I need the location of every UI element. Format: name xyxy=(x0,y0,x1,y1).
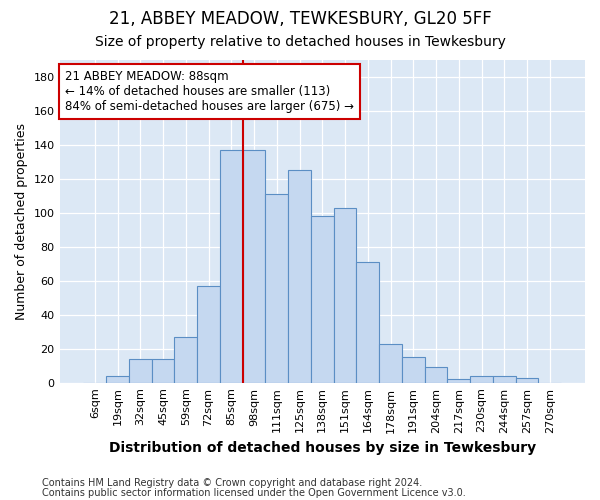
Bar xyxy=(515,378,538,382)
Bar xyxy=(334,208,356,382)
Bar xyxy=(493,376,515,382)
Bar xyxy=(288,170,311,382)
Bar xyxy=(356,262,379,382)
Y-axis label: Number of detached properties: Number of detached properties xyxy=(15,123,28,320)
Bar xyxy=(265,194,288,382)
Bar xyxy=(220,150,242,382)
Bar xyxy=(470,376,493,382)
Text: Contains HM Land Registry data © Crown copyright and database right 2024.: Contains HM Land Registry data © Crown c… xyxy=(42,478,422,488)
Bar xyxy=(425,368,448,382)
Bar xyxy=(197,286,220,382)
Text: 21 ABBEY MEADOW: 88sqm
← 14% of detached houses are smaller (113)
84% of semi-de: 21 ABBEY MEADOW: 88sqm ← 14% of detached… xyxy=(65,70,354,112)
Bar xyxy=(311,216,334,382)
Bar xyxy=(106,376,129,382)
Bar xyxy=(379,344,402,382)
Bar xyxy=(152,359,175,382)
Bar xyxy=(129,359,152,382)
Bar xyxy=(175,337,197,382)
Bar xyxy=(448,380,470,382)
Text: 21, ABBEY MEADOW, TEWKESBURY, GL20 5FF: 21, ABBEY MEADOW, TEWKESBURY, GL20 5FF xyxy=(109,10,491,28)
X-axis label: Distribution of detached houses by size in Tewkesbury: Distribution of detached houses by size … xyxy=(109,441,536,455)
Text: Size of property relative to detached houses in Tewkesbury: Size of property relative to detached ho… xyxy=(95,35,505,49)
Text: Contains public sector information licensed under the Open Government Licence v3: Contains public sector information licen… xyxy=(42,488,466,498)
Bar xyxy=(242,150,265,382)
Bar xyxy=(402,357,425,382)
